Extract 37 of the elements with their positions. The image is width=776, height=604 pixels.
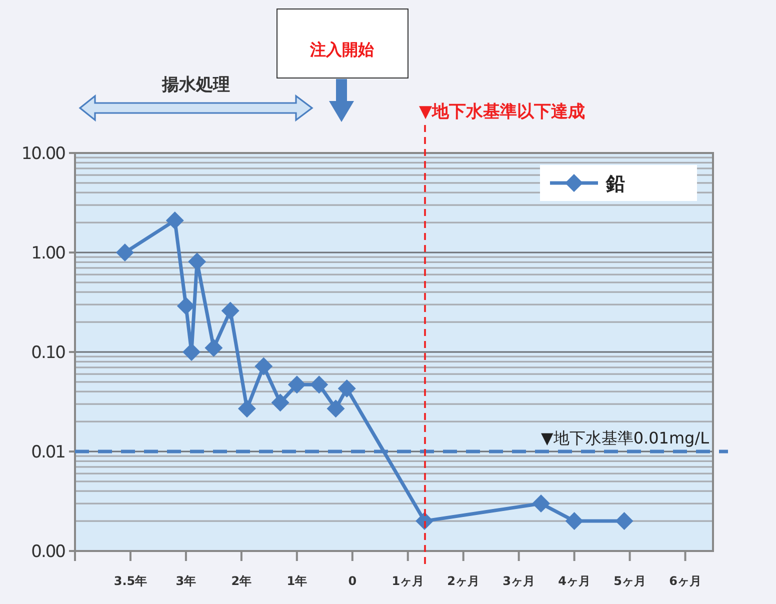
- point: [116, 244, 134, 262]
- x-tick-label: 6ヶ月: [669, 574, 702, 588]
- point: [254, 357, 273, 376]
- x-tick-label: 3.5年: [114, 574, 148, 588]
- point: [238, 400, 256, 418]
- legend-label: 鉛: [605, 173, 625, 195]
- point: [176, 296, 195, 315]
- x-tick-label: 1年: [286, 574, 308, 588]
- point: [204, 338, 223, 357]
- text: ▼地下水基準以下達成: [419, 102, 586, 122]
- point: [338, 379, 356, 398]
- point: [615, 512, 634, 530]
- x-tick-label: 4ヶ月: [558, 574, 590, 588]
- x-tick-label: 5ヶ月: [614, 574, 646, 588]
- point: [310, 376, 328, 394]
- point: [182, 343, 201, 361]
- point: [326, 400, 345, 418]
- y-tick-label: 10.00: [21, 144, 66, 164]
- point: [565, 512, 584, 530]
- point: [532, 494, 550, 513]
- y-tick-label: 1.00: [31, 244, 66, 264]
- x-tick-label: 0: [348, 574, 357, 588]
- text: 注入開始: [309, 40, 375, 59]
- y-tick-label: 0.01: [31, 442, 66, 462]
- point: [166, 211, 184, 230]
- point: [288, 376, 306, 394]
- x-tick-label: 2ヶ月: [447, 574, 480, 588]
- x-tick-label: 2年: [231, 574, 252, 588]
- x-tick-label: 3年: [176, 574, 196, 588]
- x-tick-label: 3ヶ月: [502, 574, 536, 588]
- y-tick-label: 0.10: [31, 343, 66, 363]
- point: [271, 394, 290, 412]
- y-tick-label: 0.00: [31, 542, 66, 562]
- ref-line-label: ▼地下水基準0.01mg/L: [541, 428, 710, 448]
- point: [221, 302, 240, 320]
- x-tick-label: 1ヶ月: [392, 574, 424, 588]
- text: 揚水処理: [161, 75, 230, 95]
